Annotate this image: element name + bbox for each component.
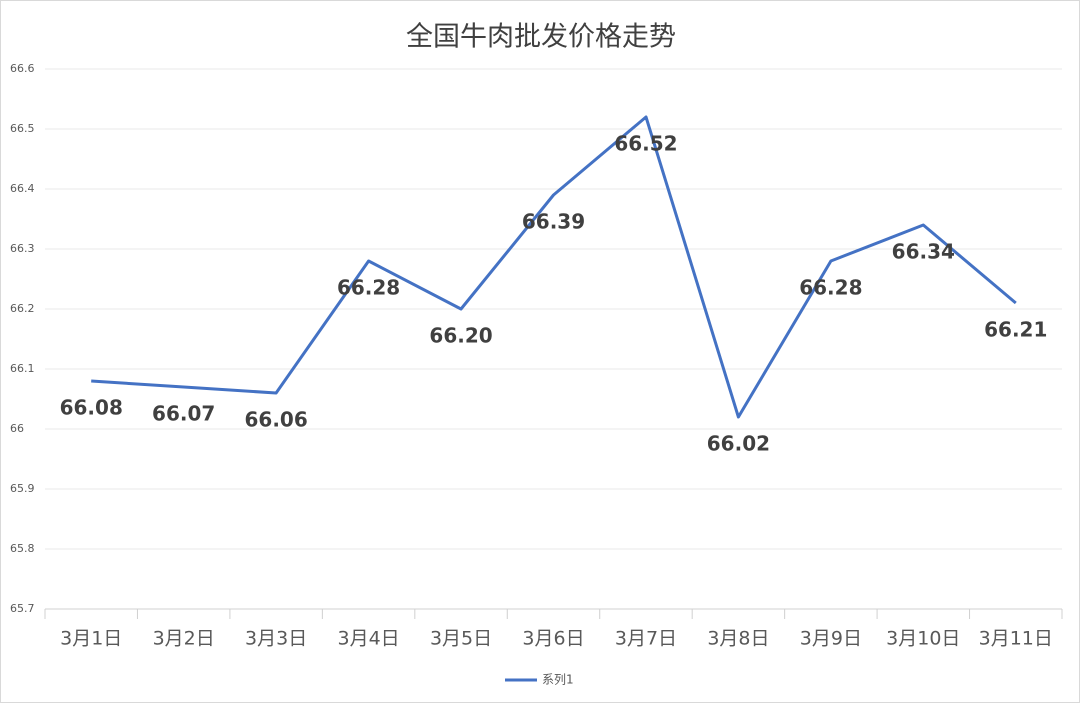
y-tick-label: 66.2 xyxy=(10,302,35,315)
x-tick-label: 3月10日 xyxy=(886,628,960,650)
data-label: 66.06 xyxy=(245,408,308,432)
y-tick-label: 66.6 xyxy=(10,62,35,75)
y-tick-label: 66.1 xyxy=(10,362,35,375)
x-tick-label: 3月7日 xyxy=(615,628,677,650)
data-label: 66.28 xyxy=(799,276,862,300)
x-tick-label: 3月6日 xyxy=(522,628,584,650)
data-label: 66.07 xyxy=(152,402,215,426)
x-tick-label: 3月9日 xyxy=(800,628,862,650)
data-label: 66.28 xyxy=(337,276,400,300)
data-label: 66.02 xyxy=(707,432,770,456)
data-label: 66.39 xyxy=(522,210,585,234)
y-tick-label: 66.4 xyxy=(10,182,35,195)
y-tick-label: 66 xyxy=(10,422,24,435)
data-label: 66.20 xyxy=(429,324,492,348)
chart-title: 全国牛肉批发价格走势 xyxy=(406,22,676,53)
y-tick-label: 65.8 xyxy=(10,542,35,555)
legend-label: 系列1 xyxy=(542,673,574,687)
data-label: 66.08 xyxy=(60,396,123,420)
x-tick-label: 3月3日 xyxy=(245,628,307,650)
x-tick-label: 3月8日 xyxy=(707,628,769,650)
y-tick-label: 65.9 xyxy=(10,482,35,495)
data-label: 66.34 xyxy=(892,240,955,264)
data-label: 66.52 xyxy=(614,132,677,156)
x-tick-label: 3月4日 xyxy=(337,628,399,650)
series-line xyxy=(91,115,1017,419)
x-tick-label: 3月11日 xyxy=(979,628,1053,650)
y-tick-label: 66.5 xyxy=(10,122,35,135)
data-label: 66.21 xyxy=(984,318,1047,342)
x-tick-label: 3月5日 xyxy=(430,628,492,650)
y-tick-label: 65.7 xyxy=(10,602,35,615)
y-tick-label: 66.3 xyxy=(10,242,35,255)
x-tick-label: 3月1日 xyxy=(60,628,122,650)
x-tick-label: 3月2日 xyxy=(153,628,215,650)
